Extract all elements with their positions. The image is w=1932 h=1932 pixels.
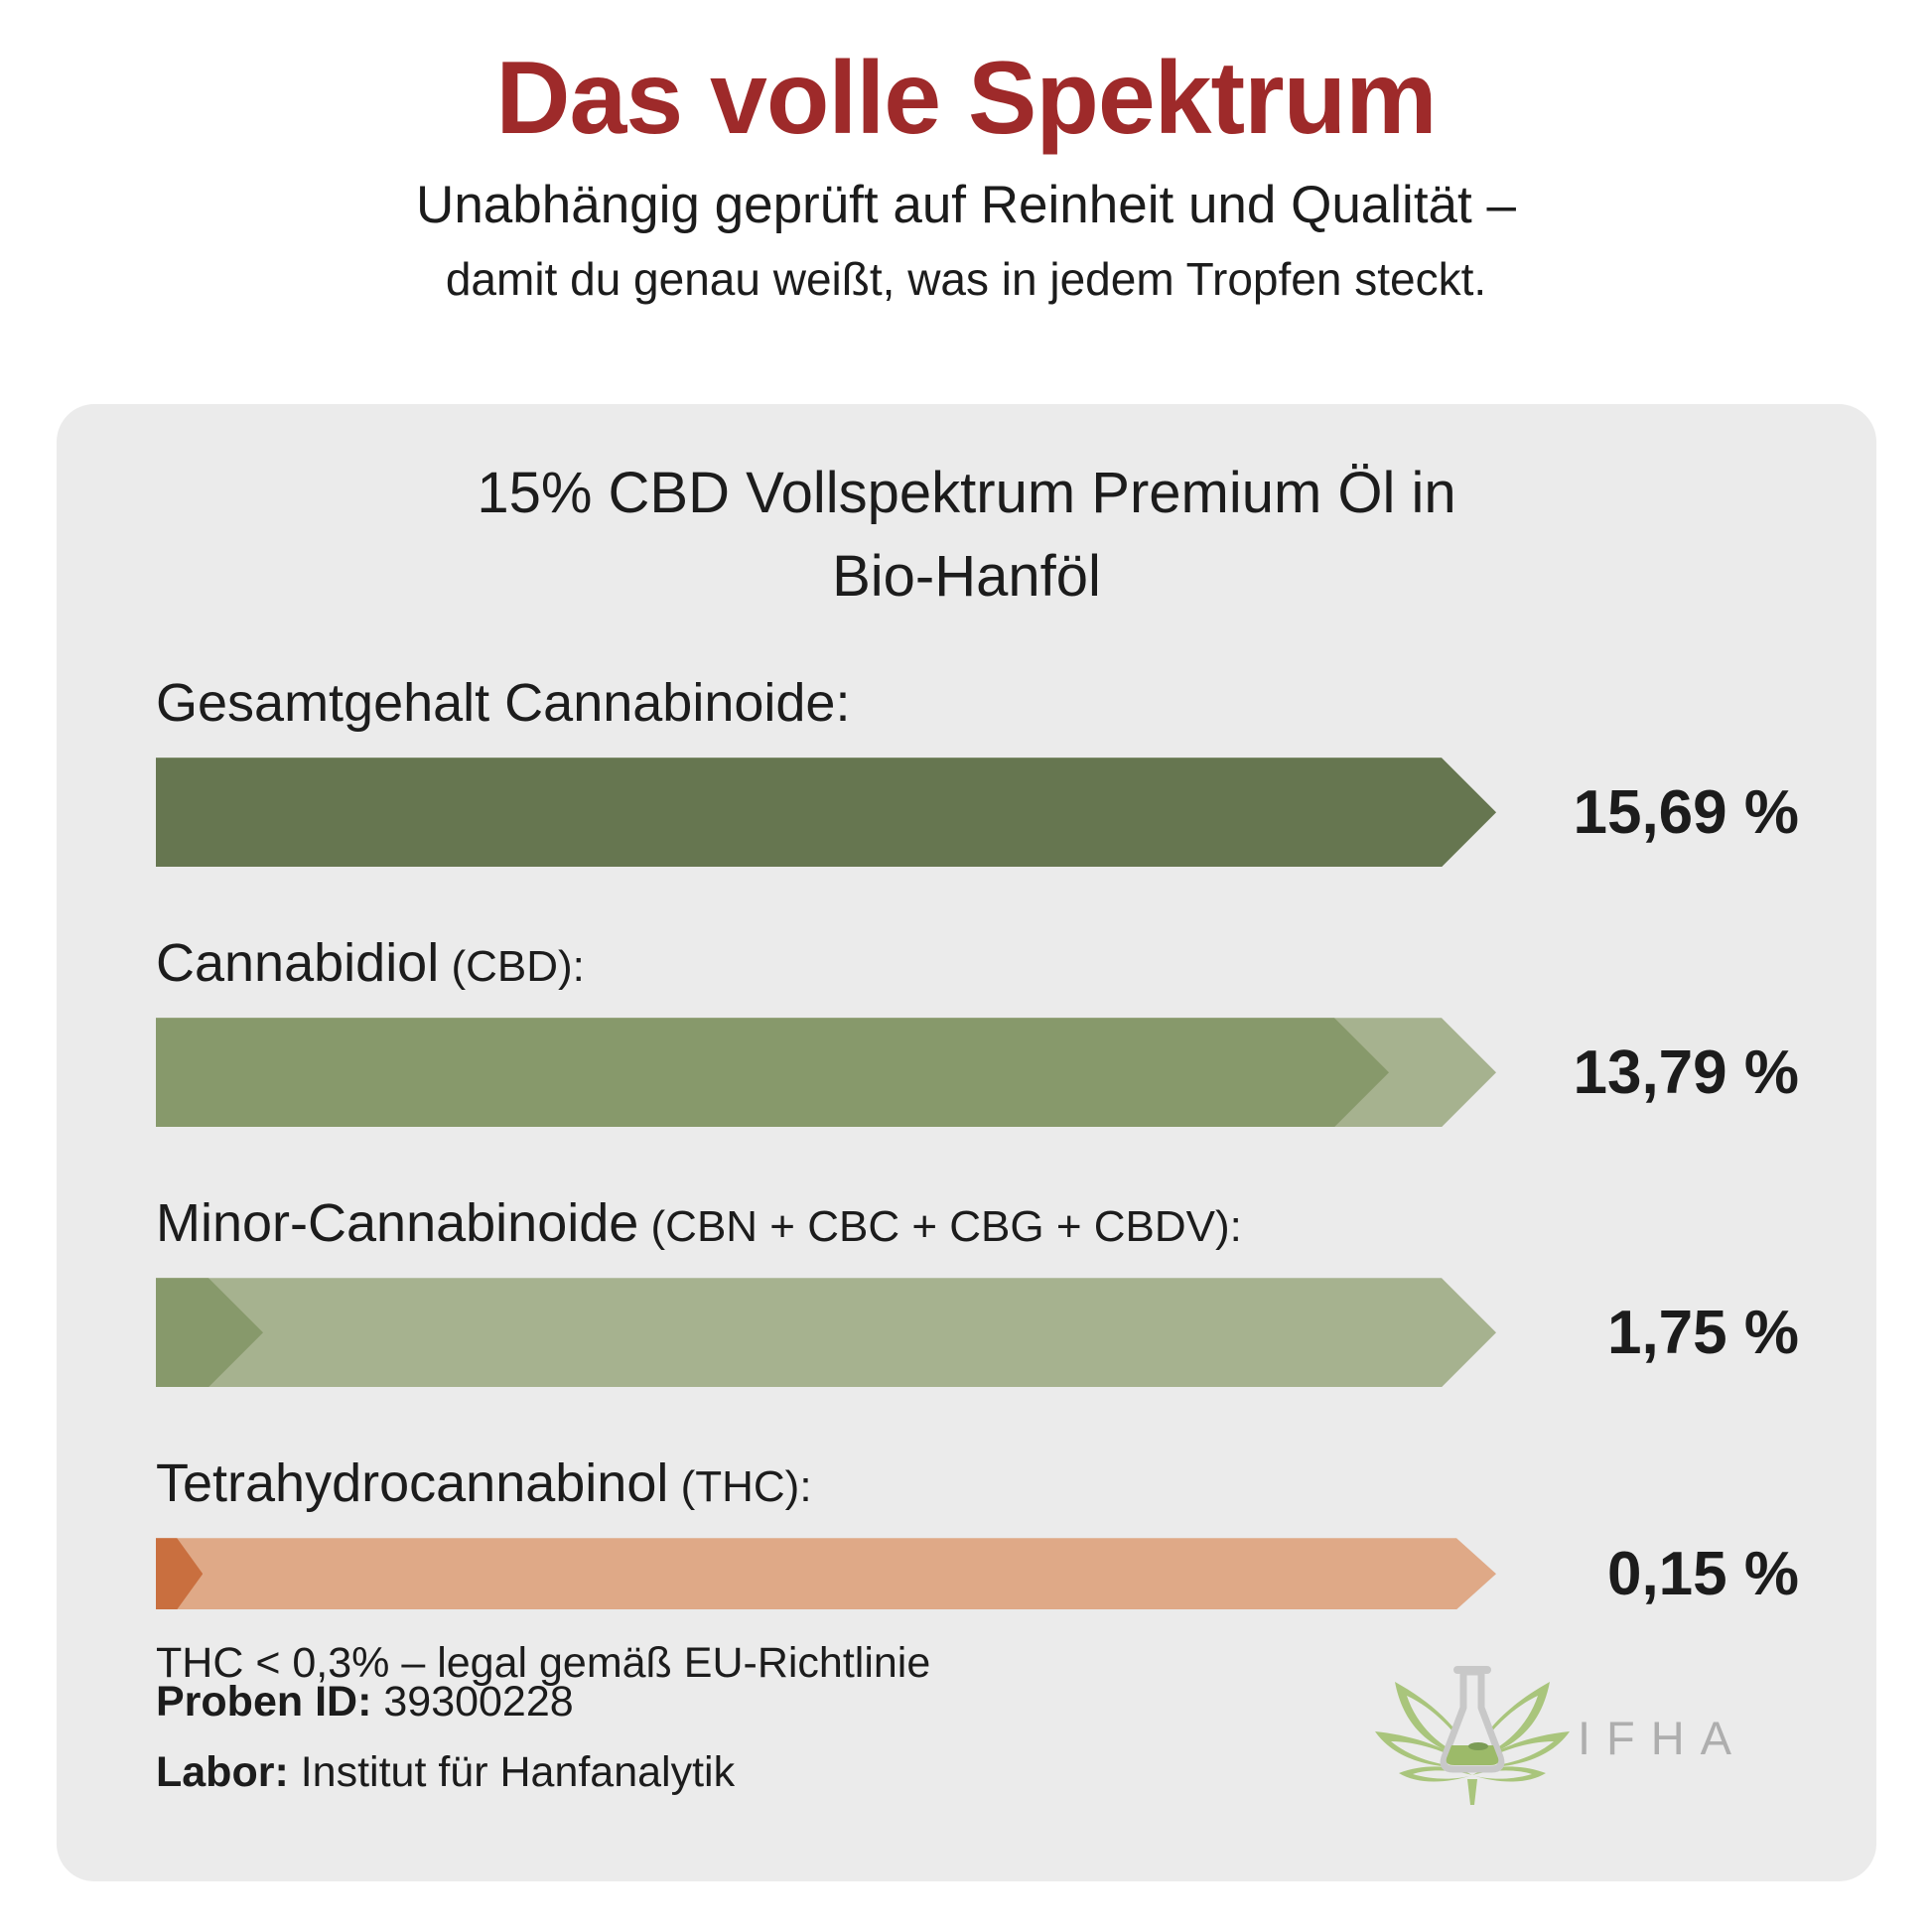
bar-value: 15,69 % [1573,777,1799,847]
sample-id-line: Proben ID: 39300228 [156,1667,735,1737]
sample-id-value: 39300228 [383,1678,574,1726]
ifha-logo: IFHA [1373,1653,1747,1822]
bar-row-thc: Tetrahydrocannabinol (THC): 0,15 % [156,1450,1876,1609]
card-footer: Proben ID: 39300228 Labor: Institut für … [156,1653,1807,1822]
bar-track [156,1278,1496,1387]
bar-row-cbd: Cannabidiol (CBD): 13,79 % [156,930,1876,1127]
logo-text: IFHA [1577,1711,1747,1764]
bar-fill [156,758,1496,867]
bar-row-gesamtgehalt: Gesamtgehalt Cannabinoide: 15,69 % [156,670,1876,867]
bar-value: 0,15 % [1606,1539,1799,1608]
lab-report-card: 15% CBD Vollspektrum Premium Öl in Bio-H… [57,404,1876,1881]
bar-label: Tetrahydrocannabinol (THC): [156,1453,812,1514]
laboratory-label: Labor: [156,1748,289,1796]
bar-value: 1,75 % [1606,1298,1799,1367]
bar-fill [156,1018,1389,1127]
bar-gesamtgehalt [156,758,1496,867]
bar-label: Cannabidiol (CBD): [156,933,585,994]
laboratory-value: Institut für Hanfanalytik [300,1748,736,1796]
hemp-flask-icon [1373,1653,1572,1822]
page-title: Das volle Spektrum [495,41,1437,156]
sample-meta: Proben ID: 39300228 Labor: Institut für … [156,1667,735,1808]
product-title-line-2: Bio-Hanföl [832,544,1101,610]
bar-row-minor-cannabinoide: Minor-Cannabinoide (CBN + CBC + CBG + CB… [156,1190,1876,1387]
bar-minor-cannabinoide [156,1278,1496,1387]
bar-thc [156,1538,1496,1609]
bar-label: Gesamtgehalt Cannabinoide: [156,673,851,734]
bar-track [156,1538,1496,1609]
bar-label: Minor-Cannabinoide (CBN + CBC + CBG + CB… [156,1193,1242,1254]
thc-legal-note: THC < 0,3% – legal gemäß EU-Richtlinie [156,1639,931,1688]
bar-value: 13,79 % [1573,1037,1799,1107]
subtitle-line-2: damit du genau weißt, was in jedem Tropf… [445,253,1487,306]
sample-id-label: Proben ID: [156,1678,372,1726]
bar-chart: Gesamtgehalt Cannabinoide: 15,69 % Canna… [156,670,1876,1609]
product-title: 15% CBD Vollspektrum Premium Öl in Bio-H… [57,404,1876,619]
page-header: Das volle Spektrum Unabhängig geprüft au… [0,0,1932,307]
product-title-line-1: 15% CBD Vollspektrum Premium Öl in [477,461,1456,525]
bar-cbd [156,1018,1496,1127]
flask-icon [1440,1666,1505,1773]
subtitle-line-1: Unabhängig geprüft auf Reinheit und Qual… [416,176,1516,234]
laboratory-line: Labor: Institut für Hanfanalytik [156,1737,735,1808]
